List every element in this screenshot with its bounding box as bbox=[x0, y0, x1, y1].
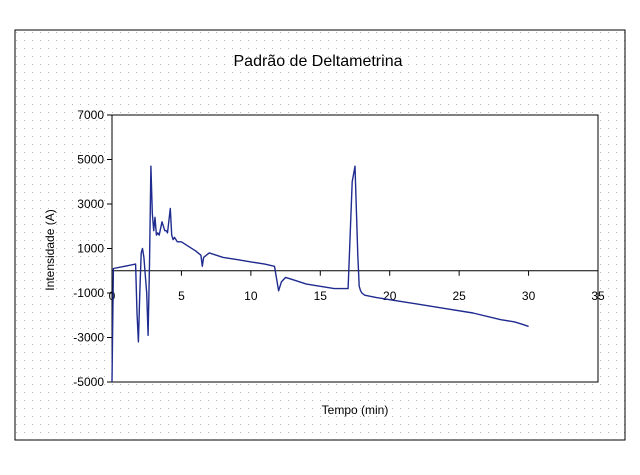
y-tick-label: 5000 bbox=[77, 153, 104, 167]
x-tick-label: 25 bbox=[452, 289, 466, 303]
y-axis-label: Intensidade (A) bbox=[43, 209, 57, 290]
y-tick-label: -3000 bbox=[73, 331, 104, 345]
plot-area bbox=[111, 114, 599, 383]
y-tick-label: 3000 bbox=[77, 197, 104, 211]
x-axis-ticks: 0 5 10 15 20 25 30 35 bbox=[109, 270, 605, 303]
x-tick-label: 5 bbox=[178, 289, 185, 303]
y-axis-ticks: 7000 5000 3000 1000 -1000 -3000 -5000 bbox=[73, 108, 112, 389]
series-line bbox=[111, 165, 529, 383]
x-tick-label: 35 bbox=[591, 289, 605, 303]
x-tick-label: 10 bbox=[244, 289, 258, 303]
y-tick-label: 7000 bbox=[77, 108, 104, 122]
y-tick-label: 1000 bbox=[77, 242, 104, 256]
y-tick-label: -1000 bbox=[73, 286, 104, 300]
series-layer bbox=[111, 165, 529, 383]
x-tick-label: 15 bbox=[314, 289, 328, 303]
x-tick-label: 30 bbox=[522, 289, 536, 303]
x-tick-label: 0 bbox=[109, 289, 116, 303]
y-tick-label: -5000 bbox=[73, 375, 104, 389]
x-axis-label: Tempo (min) bbox=[322, 403, 389, 417]
chart-title: Padrão de Deltametrina bbox=[234, 53, 403, 70]
